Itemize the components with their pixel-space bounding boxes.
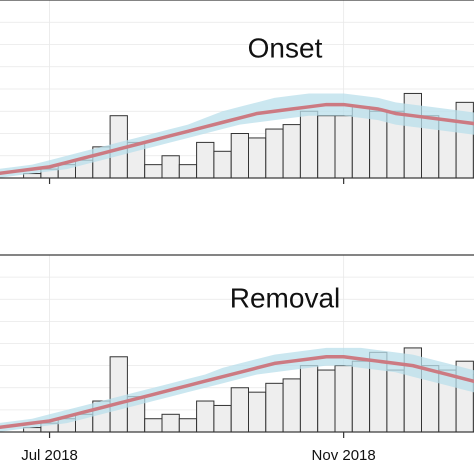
trend-line xyxy=(0,102,474,176)
bar xyxy=(334,115,353,179)
trend-line xyxy=(0,355,474,430)
bar xyxy=(386,369,405,433)
bar xyxy=(196,400,215,433)
bar xyxy=(230,133,249,179)
bar xyxy=(248,391,267,433)
bar xyxy=(299,110,319,179)
panel-border xyxy=(0,0,474,179)
bar xyxy=(144,164,163,179)
bar xyxy=(178,418,198,433)
panel-border xyxy=(0,254,474,433)
bar xyxy=(213,404,232,433)
bar xyxy=(317,369,336,433)
bar xyxy=(282,124,301,179)
bar xyxy=(317,115,336,179)
bar xyxy=(265,128,284,179)
bar xyxy=(248,137,267,179)
confidence-band xyxy=(0,347,474,432)
bar xyxy=(144,418,163,433)
x-tick-label: Nov 2018 xyxy=(312,447,376,464)
bar xyxy=(351,360,371,433)
bar xyxy=(109,356,128,433)
bar xyxy=(299,365,319,433)
confidence-band xyxy=(0,93,474,178)
bar xyxy=(265,382,284,433)
bar xyxy=(196,141,215,179)
panel-onset: Onset xyxy=(0,0,474,184)
panel-title: Onset xyxy=(248,32,323,63)
bar xyxy=(161,413,180,433)
bar xyxy=(178,164,198,179)
bar xyxy=(161,155,180,179)
panel-title: Removal xyxy=(230,282,340,313)
bar xyxy=(213,150,232,179)
bar xyxy=(334,365,353,433)
bar xyxy=(282,378,301,433)
x-tick-label: Jul 2018 xyxy=(21,447,78,464)
bar xyxy=(230,387,249,433)
